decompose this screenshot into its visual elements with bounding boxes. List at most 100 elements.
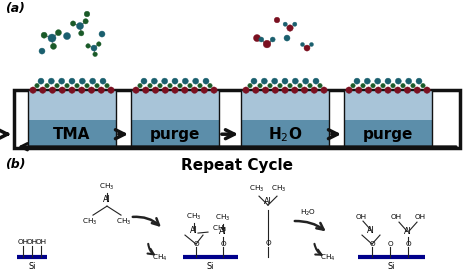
Circle shape <box>83 19 88 24</box>
Text: CH$_4$: CH$_4$ <box>152 253 168 263</box>
Circle shape <box>421 83 425 88</box>
Text: OH: OH <box>356 214 366 220</box>
Circle shape <box>201 87 208 93</box>
Text: O: O <box>220 240 226 247</box>
Circle shape <box>259 37 264 42</box>
Circle shape <box>148 83 152 88</box>
Circle shape <box>411 83 415 88</box>
Circle shape <box>251 78 257 84</box>
Circle shape <box>313 78 319 84</box>
Bar <box>28 90 116 120</box>
Circle shape <box>45 83 49 88</box>
Circle shape <box>41 32 47 38</box>
Text: OH: OH <box>414 214 426 220</box>
Circle shape <box>133 87 139 93</box>
Circle shape <box>55 83 59 88</box>
Circle shape <box>354 78 360 84</box>
Circle shape <box>301 42 304 46</box>
Text: CH$_3$: CH$_3$ <box>82 217 98 227</box>
Circle shape <box>79 78 85 84</box>
Circle shape <box>95 83 99 88</box>
Text: O: O <box>405 240 411 247</box>
Circle shape <box>381 83 385 88</box>
Circle shape <box>375 87 382 93</box>
Circle shape <box>262 87 269 93</box>
Circle shape <box>188 83 192 88</box>
Bar <box>241 90 329 120</box>
Text: Si: Si <box>207 262 214 271</box>
Circle shape <box>85 83 89 88</box>
Text: Al: Al <box>103 195 111 204</box>
Circle shape <box>75 83 79 88</box>
Circle shape <box>385 87 391 93</box>
Circle shape <box>365 87 372 93</box>
Text: Si: Si <box>388 262 395 271</box>
Circle shape <box>361 83 365 88</box>
Circle shape <box>97 42 101 46</box>
Text: CH$_3$: CH$_3$ <box>249 184 264 194</box>
Circle shape <box>90 78 96 84</box>
Circle shape <box>69 87 75 93</box>
Circle shape <box>141 78 147 84</box>
Circle shape <box>182 78 188 84</box>
Text: H$_2$O: H$_2$O <box>268 125 302 144</box>
Circle shape <box>86 44 91 48</box>
Circle shape <box>79 31 84 36</box>
Circle shape <box>283 22 287 26</box>
Circle shape <box>395 78 401 84</box>
Circle shape <box>48 78 55 84</box>
Circle shape <box>243 87 249 93</box>
Text: O: O <box>369 240 375 247</box>
Bar <box>344 90 432 148</box>
Text: Repeat Cycle: Repeat Cycle <box>181 158 293 173</box>
Text: OH: OH <box>36 239 46 245</box>
Text: CH$_3$: CH$_3$ <box>116 217 132 227</box>
Circle shape <box>208 83 212 88</box>
Circle shape <box>391 83 395 88</box>
Bar <box>241 120 329 148</box>
Circle shape <box>263 40 271 48</box>
Circle shape <box>203 78 209 84</box>
Text: CH$_3$: CH$_3$ <box>186 212 201 222</box>
Bar <box>241 90 329 148</box>
Text: OH: OH <box>391 214 401 220</box>
Circle shape <box>414 87 420 93</box>
Circle shape <box>143 87 149 93</box>
Circle shape <box>98 87 104 93</box>
Text: purge: purge <box>150 127 200 142</box>
Bar <box>131 90 219 120</box>
Circle shape <box>424 87 430 93</box>
Circle shape <box>99 31 105 37</box>
Circle shape <box>55 30 62 36</box>
Circle shape <box>91 45 97 51</box>
Text: OH: OH <box>27 239 37 245</box>
Text: Al: Al <box>219 227 227 236</box>
Circle shape <box>64 33 71 40</box>
Circle shape <box>298 83 302 88</box>
Circle shape <box>287 25 293 31</box>
Circle shape <box>158 83 162 88</box>
Text: (a): (a) <box>5 2 25 15</box>
Circle shape <box>152 87 159 93</box>
Circle shape <box>284 35 290 41</box>
Circle shape <box>351 83 355 88</box>
Circle shape <box>182 87 188 93</box>
Circle shape <box>192 78 199 84</box>
Circle shape <box>198 83 202 88</box>
Circle shape <box>35 83 39 88</box>
Bar <box>28 120 116 148</box>
Circle shape <box>105 83 109 88</box>
Circle shape <box>371 83 375 88</box>
Circle shape <box>108 87 114 93</box>
Circle shape <box>84 11 90 17</box>
Circle shape <box>321 87 327 93</box>
Text: Al: Al <box>367 226 375 235</box>
Circle shape <box>258 83 262 88</box>
Circle shape <box>303 78 309 84</box>
Circle shape <box>38 78 44 84</box>
Circle shape <box>416 78 422 84</box>
Circle shape <box>69 78 75 84</box>
Text: CH$_4$: CH$_4$ <box>320 253 336 263</box>
Circle shape <box>253 87 259 93</box>
Circle shape <box>76 23 83 30</box>
